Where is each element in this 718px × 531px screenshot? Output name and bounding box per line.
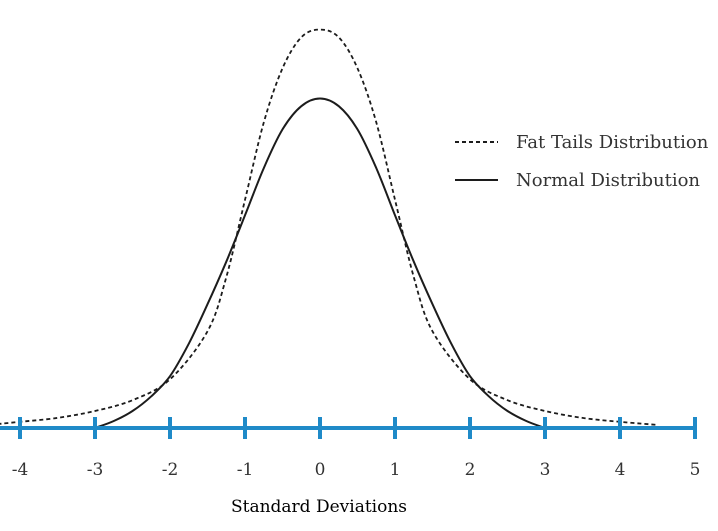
x-tick-label: -3 (87, 460, 104, 480)
x-tick-label: 5 (690, 460, 701, 480)
x-tick-label: 1 (390, 460, 401, 480)
x-tick-label: -4 (12, 460, 29, 480)
x-tick-label: 0 (315, 460, 326, 480)
x-tick-label: 3 (540, 460, 551, 480)
normal-curve (94, 97, 546, 429)
x-tick-label: 2 (465, 460, 476, 480)
x-tick-label: 4 (615, 460, 626, 480)
x-tick-label: -1 (237, 460, 254, 480)
legend-label-normal: Normal Distribution (516, 170, 700, 191)
curves-layer (0, 28, 658, 429)
fat-tails-curve (0, 28, 658, 426)
x-tick-label: -2 (162, 460, 179, 480)
x-axis-title: Standard Deviations (231, 497, 407, 517)
legend-label-fat-tails: Fat Tails Distribution (516, 132, 709, 153)
x-axis: -4 -3 -2 -1 0 1 2 3 4 5 (0, 417, 700, 480)
legend: Fat Tails Distribution Normal Distributio… (455, 132, 709, 191)
